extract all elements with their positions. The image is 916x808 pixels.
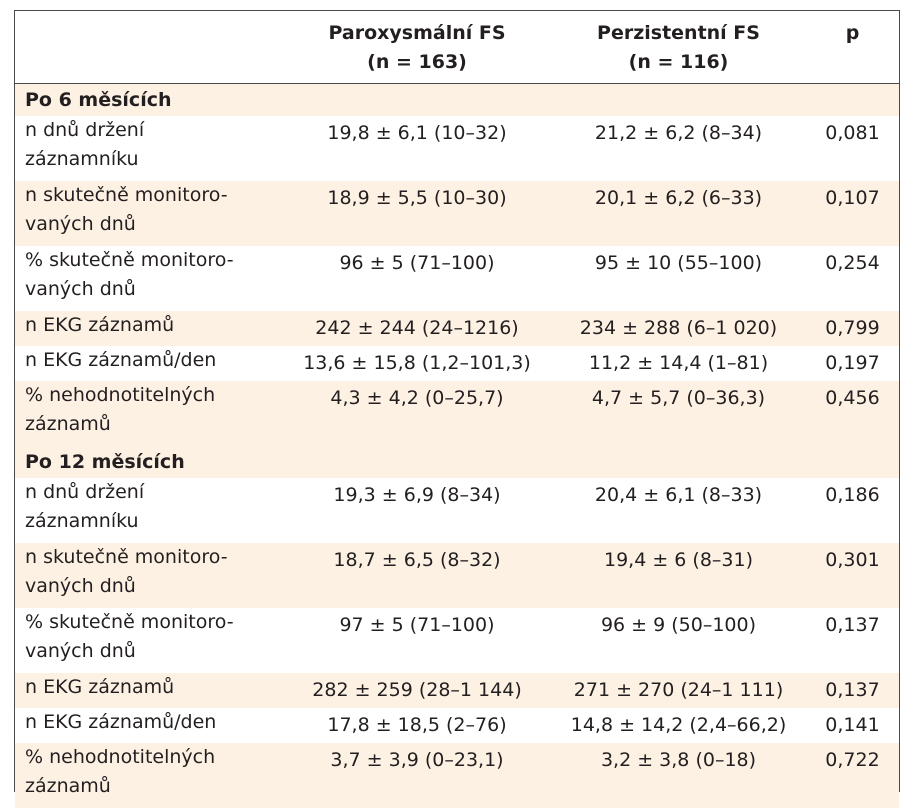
persistent-value: 14,8 ± 14,2 (2,4–66,2) [570, 713, 787, 736]
persistent-value: 21,2 ± 6,2 (8–34) [594, 121, 763, 144]
p-value: 0,107 [806, 180, 899, 246]
header-paroxysmal-n: (n = 163) [367, 51, 467, 73]
table-row: n dnů držení záznamníku 19,3 ± 6,9 (8–34) 2… [15, 478, 899, 543]
row-label-line2: záznamníku [25, 147, 139, 170]
persistent-value: 3,2 ± 3,8 (0–18) [551, 742, 806, 808]
row-label-line1: n dnů držení [25, 480, 145, 503]
persistent-value: 20,1 ± 6,2 (6–33) [551, 180, 806, 246]
table-row: n EKG záznamů/den 17,8 ± 18,5 (2–76) 14,8 … [15, 708, 899, 743]
paroxysmal-value: 18,9 ± 5,5 (10–30) [283, 180, 551, 246]
p-value: 0,141 [825, 713, 880, 736]
p-value: 0,186 [825, 483, 880, 506]
paroxysmal-value: 19,3 ± 6,9 (8–34) [333, 483, 501, 506]
row-label-line1: n EKG záznamů/den [25, 348, 217, 371]
row-label: % nehodnotitelných záznamů [15, 742, 283, 808]
header-paroxysmal: Paroxysmální FS (n = 163) [283, 11, 551, 83]
paroxysmal-value: 19,8 ± 6,1 (10–32) [327, 121, 507, 144]
p-value: 0,137 [806, 672, 899, 708]
row-label-line1: % skutečně monitoro- [25, 248, 234, 271]
paroxysmal-value: 97 ± 5 (71–100) [339, 613, 495, 636]
row-label-line2: vaných dnů [25, 639, 136, 662]
paroxysmal-value: 282 ± 259 (28–1 144) [283, 672, 551, 708]
persistent-value: 20,4 ± 6,1 (8–33) [594, 483, 763, 506]
row-label: % skutečně monitoro-vaných dnů [15, 608, 283, 673]
row-label: n skutečně monitoro-vaných dnů [15, 180, 283, 246]
p-value: 0,254 [825, 251, 880, 274]
paroxysmal-value: 13,6 ± 15,8 (1,2–101,3) [303, 351, 531, 374]
table-row: % skutečně monitoro-vaných dnů 96 ± 5 (71… [15, 246, 899, 311]
p-value: 0,301 [806, 542, 899, 608]
persistent-value: 234 ± 288 (6–1 020) [551, 310, 806, 346]
table-body: Po 6 měsících n dnů držení záznamníku 19,8 … [15, 83, 899, 808]
persistent-value: 4,7 ± 5,7 (0–36,3) [551, 380, 806, 446]
persistent-value: 11,2 ± 14,4 (1–81) [588, 351, 769, 374]
table-row: n skutečně monitoro-vaných dnů 18,9 ± 5,5… [15, 180, 899, 246]
persistent-value: 96 ± 9 (50–100) [600, 613, 757, 636]
row-label-line1: n skutečně monitoro- [25, 183, 228, 206]
row-label-line1: % skutečně monitoro- [25, 610, 234, 633]
section-header-row: Po 12 měsících [15, 445, 899, 478]
header-persistent: Perzistentní FS (n = 116) [551, 11, 806, 83]
table-row: % nehodnotitelných záznamů 4,3 ± 4,2 (0–25… [15, 380, 899, 446]
paroxysmal-value: 96 ± 5 (71–100) [339, 251, 495, 274]
p-value: 0,137 [825, 613, 880, 636]
row-label-line2: vaných dnů [25, 277, 136, 300]
header-persistent-title: Perzistentní FS [597, 22, 760, 44]
paroxysmal-value: 242 ± 244 (24–1216) [283, 310, 551, 346]
paroxysmal-value: 4,3 ± 4,2 (0–25,7) [283, 380, 551, 446]
paroxysmal-value: 3,7 ± 3,9 (0–23,1) [283, 742, 551, 808]
p-value: 0,722 [806, 742, 899, 808]
p-value: 0,081 [825, 121, 880, 144]
row-label: n EKG záznamů/den [15, 346, 283, 381]
row-label: n EKG záznamů [15, 310, 283, 346]
row-label-line1: % nehodnotitelných [25, 383, 216, 406]
row-label-line1: n EKG záznamů [25, 675, 175, 698]
row-label-line1: n dnů držení [25, 118, 145, 141]
table-row: % nehodnotitelných záznamů 3,7 ± 3,9 (0–23… [15, 742, 899, 808]
p-value: 0,799 [806, 310, 899, 346]
persistent-value: 271 ± 270 (24–1 111) [551, 672, 806, 708]
p-value: 0,456 [806, 380, 899, 446]
row-label: n EKG záznamů/den [15, 708, 283, 743]
table-row: n EKG záznamů 282 ± 259 (28–1 144) 271 ± 2… [15, 672, 899, 708]
section-title: Po 12 měsících [15, 445, 899, 478]
paroxysmal-value: 17,8 ± 18,5 (2–76) [327, 713, 507, 736]
section-header-row: Po 6 měsících [15, 83, 899, 116]
paroxysmal-value: 18,7 ± 6,5 (8–32) [283, 542, 551, 608]
row-label-line1: % nehodnotitelných [25, 745, 216, 768]
table-row: n skutečně monitoro-vaných dnů 18,7 ± 6,5… [15, 542, 899, 608]
p-value: 0,197 [825, 351, 880, 374]
persistent-value: 95 ± 10 (55–100) [594, 251, 763, 274]
data-table-frame: Paroxysmální FS (n = 163) Perzistentní F… [14, 10, 900, 808]
header-p-label: p [845, 22, 860, 44]
table-row: n EKG záznamů/den 13,6 ± 15,8 (1,2–101,3)… [15, 346, 899, 381]
row-label-line2: vaných dnů [25, 574, 136, 597]
row-label-line1: n skutečně monitoro- [25, 545, 228, 568]
row-label: n dnů držení záznamníku [15, 116, 283, 181]
table-header-row: Paroxysmální FS (n = 163) Perzistentní F… [15, 11, 899, 83]
row-label-line2: záznamů [25, 412, 111, 435]
row-label: % nehodnotitelných záznamů [15, 380, 283, 446]
row-label: n dnů držení záznamníku [15, 478, 283, 543]
header-p-value: p [806, 11, 899, 83]
row-label-line2: záznamů [25, 774, 111, 797]
header-empty-cell [15, 11, 283, 83]
row-label: n EKG záznamů [15, 672, 283, 708]
row-label-line2: záznamníku [25, 509, 139, 532]
table-row: % skutečně monitoro-vaných dnů 97 ± 5 (71… [15, 608, 899, 673]
data-table: Paroxysmální FS (n = 163) Perzistentní F… [15, 11, 899, 808]
persistent-value: 19,4 ± 6 (8–31) [551, 542, 806, 608]
table-row: n dnů držení záznamníku 19,8 ± 6,1 (10–32)… [15, 116, 899, 181]
row-label: % skutečně monitoro-vaných dnů [15, 246, 283, 311]
header-persistent-n: (n = 116) [628, 51, 729, 73]
row-label-line1: n EKG záznamů [25, 313, 175, 336]
row-label-line2: vaných dnů [25, 212, 136, 235]
row-label-line1: n EKG záznamů/den [25, 710, 217, 733]
section-title: Po 6 měsících [15, 83, 899, 116]
row-label: n skutečně monitoro-vaných dnů [15, 542, 283, 608]
table-row: n EKG záznamů 242 ± 244 (24–1216) 234 ± 28… [15, 310, 899, 346]
header-paroxysmal-title: Paroxysmální FS [328, 22, 506, 44]
